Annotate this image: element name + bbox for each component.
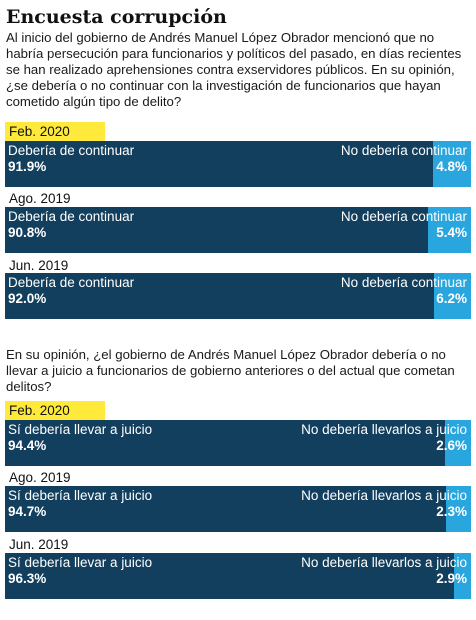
stacked-bar: Sí debería llevar a juicio 96.3% No debe… (5, 553, 471, 599)
bar-segment-primary (5, 273, 434, 319)
bar-right-label: No debería llevarlos a juicio (301, 488, 467, 503)
bar-right-label: No debería llevarlos a juicio (301, 422, 467, 437)
stacked-bar: Debería de continuar 92.0% No debería co… (5, 273, 471, 319)
stacked-bar: Debería de continuar 90.8% No debería co… (5, 207, 471, 253)
chart-title: Encuesta corrupción (6, 6, 227, 28)
period-label: Feb. 2020 (5, 122, 105, 141)
bar-segment-primary (5, 486, 447, 532)
bar-left-label: Debería de continuar (8, 143, 135, 158)
bar-right-value: 2.3% (436, 504, 467, 519)
bar-segment-primary (5, 420, 445, 466)
bar-left-value: 94.4% (8, 438, 47, 453)
bar-left-value: 96.3% (8, 571, 47, 586)
question-2-text: En su opinión, ¿el gobierno de Andrés Ma… (6, 347, 455, 394)
period-label: Jun. 2019 (9, 537, 69, 552)
stacked-bar: Sí debería llevar a juicio 94.7% No debe… (5, 486, 471, 532)
bar-right-value: 4.8% (436, 159, 467, 174)
question-1-text: Al inicio del gobierno de Andrés Manuel … (6, 30, 462, 109)
bar-right-label: No debería continuar (340, 209, 467, 224)
bar-left-label: Sí debería llevar a juicio (8, 555, 153, 570)
period-label: Ago. 2019 (9, 191, 71, 206)
stacked-bar: Debería de continuar 91.9% No debería co… (5, 141, 471, 187)
bar-segment-primary (5, 553, 454, 599)
bar-right-value: 2.6% (436, 438, 467, 453)
period-label: Feb. 2020 (5, 401, 105, 420)
period-label: Ago. 2019 (9, 470, 71, 485)
bar-left-label: Debería de continuar (8, 275, 135, 290)
bar-segment-primary (5, 141, 434, 187)
period-label: Jun. 2019 (9, 258, 69, 273)
bar-left-value: 91.9% (8, 159, 47, 174)
bar-right-label: No debería continuar (340, 143, 467, 158)
bar-left-value: 92.0% (8, 291, 47, 306)
bar-right-value: 6.2% (436, 291, 467, 306)
bar-right-label: No debería continuar (340, 275, 467, 290)
bar-left-label: Sí debería llevar a juicio (8, 488, 153, 503)
bar-right-value: 5.4% (436, 225, 467, 240)
stacked-bar: Sí debería llevar a juicio 94.4% No debe… (5, 420, 471, 466)
bar-left-label: Debería de continuar (8, 209, 135, 224)
bar-segment-primary (5, 207, 429, 253)
bar-right-label: No debería llevarlos a juicio (301, 555, 467, 570)
bar-right-value: 2.9% (436, 571, 467, 586)
bar-left-value: 90.8% (8, 225, 47, 240)
bar-left-value: 94.7% (8, 504, 47, 519)
bar-left-label: Sí debería llevar a juicio (8, 422, 153, 437)
